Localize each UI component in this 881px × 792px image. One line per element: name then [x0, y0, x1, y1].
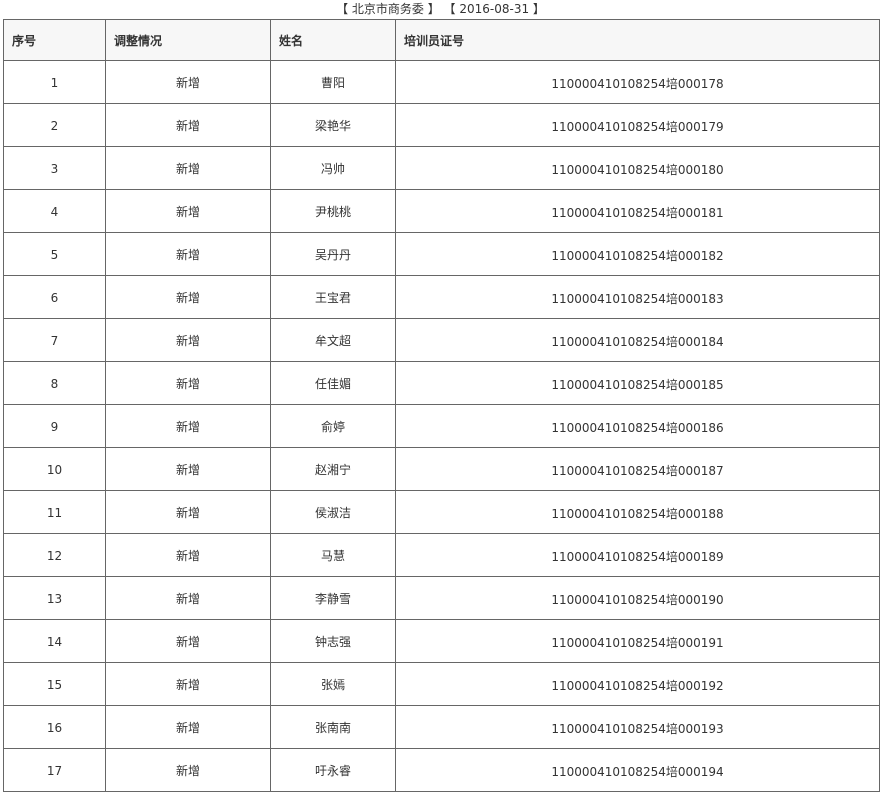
- cert-cell: 110000410108254培000193: [395, 705, 880, 749]
- change-cell: 新增: [105, 361, 271, 405]
- cert-cell: 110000410108254培000181: [395, 189, 880, 233]
- page-header: 【 北京市商务委 】 【 2016-08-31 】: [0, 0, 881, 19]
- name-cell: 尹桃桃: [270, 189, 396, 233]
- table-row: 7 新增 牟文超 110000410108254培000184: [3, 318, 880, 362]
- index-cell: 4: [3, 189, 106, 233]
- table-row: 2 新增 梁艳华 110000410108254培000179: [3, 103, 880, 147]
- cert-cell: 110000410108254培000187: [395, 447, 880, 491]
- change-cell: 新增: [105, 748, 271, 792]
- table-row: 3 新增 冯帅 110000410108254培000180: [3, 146, 880, 190]
- column-header-name: 姓名: [270, 19, 396, 61]
- index-cell: 11: [3, 490, 106, 534]
- cert-cell: 110000410108254培000191: [395, 619, 880, 663]
- cert-cell: 110000410108254培000186: [395, 404, 880, 448]
- cert-cell: 110000410108254培000190: [395, 576, 880, 620]
- cert-cell: 110000410108254培000184: [395, 318, 880, 362]
- cert-cell: 110000410108254培000180: [395, 146, 880, 190]
- index-cell: 13: [3, 576, 106, 620]
- name-cell: 李静雪: [270, 576, 396, 620]
- index-cell: 17: [3, 748, 106, 792]
- column-header-cert: 培训员证号: [395, 19, 880, 61]
- change-cell: 新增: [105, 189, 271, 233]
- cert-cell: 110000410108254培000185: [395, 361, 880, 405]
- name-cell: 侯淑洁: [270, 490, 396, 534]
- name-cell: 王宝君: [270, 275, 396, 319]
- cert-cell: 110000410108254培000192: [395, 662, 880, 706]
- column-header-change: 调整情况: [105, 19, 271, 61]
- change-cell: 新增: [105, 232, 271, 276]
- index-cell: 2: [3, 103, 106, 147]
- change-cell: 新增: [105, 318, 271, 362]
- cert-cell: 110000410108254培000194: [395, 748, 880, 792]
- cert-cell: 110000410108254培000182: [395, 232, 880, 276]
- table-header-row: 序号 调整情况 姓名 培训员证号: [3, 19, 880, 61]
- name-cell: 曹阳: [270, 60, 396, 104]
- name-cell: 赵湘宁: [270, 447, 396, 491]
- change-cell: 新增: [105, 705, 271, 749]
- name-cell: 任佳媚: [270, 361, 396, 405]
- change-cell: 新增: [105, 490, 271, 534]
- index-cell: 10: [3, 447, 106, 491]
- table-row: 5 新增 吴丹丹 110000410108254培000182: [3, 232, 880, 276]
- index-cell: 14: [3, 619, 106, 663]
- index-cell: 5: [3, 232, 106, 276]
- table-row: 8 新增 任佳媚 110000410108254培000185: [3, 361, 880, 405]
- cert-cell: 110000410108254培000183: [395, 275, 880, 319]
- change-cell: 新增: [105, 275, 271, 319]
- table-row: 14 新增 钟志强 110000410108254培000191: [3, 619, 880, 663]
- column-header-index: 序号: [3, 19, 106, 61]
- change-cell: 新增: [105, 146, 271, 190]
- table-row: 1 新增 曹阳 110000410108254培000178: [3, 60, 880, 104]
- name-cell: 俞婷: [270, 404, 396, 448]
- trainer-table: 序号 调整情况 姓名 培训员证号 1 新增 曹阳 110000410108254培00…: [3, 19, 880, 792]
- index-cell: 7: [3, 318, 106, 362]
- table-row: 6 新增 王宝君 110000410108254培000183: [3, 275, 880, 319]
- table-row: 11 新增 侯淑洁 110000410108254培000188: [3, 490, 880, 534]
- index-cell: 15: [3, 662, 106, 706]
- name-cell: 吴丹丹: [270, 232, 396, 276]
- table-row: 13 新增 李静雪 110000410108254培000190: [3, 576, 880, 620]
- name-cell: 吁永睿: [270, 748, 396, 792]
- table-row: 12 新增 马慧 110000410108254培000189: [3, 533, 880, 577]
- org-label: 【 北京市商务委 】: [336, 2, 440, 16]
- name-cell: 张嫣: [270, 662, 396, 706]
- index-cell: 12: [3, 533, 106, 577]
- name-cell: 马慧: [270, 533, 396, 577]
- cert-cell: 110000410108254培000189: [395, 533, 880, 577]
- change-cell: 新增: [105, 103, 271, 147]
- index-cell: 16: [3, 705, 106, 749]
- cert-cell: 110000410108254培000188: [395, 490, 880, 534]
- name-cell: 梁艳华: [270, 103, 396, 147]
- change-cell: 新增: [105, 619, 271, 663]
- change-cell: 新增: [105, 60, 271, 104]
- index-cell: 8: [3, 361, 106, 405]
- change-cell: 新增: [105, 404, 271, 448]
- table-row: 16 新增 张南南 110000410108254培000193: [3, 705, 880, 749]
- change-cell: 新增: [105, 533, 271, 577]
- change-cell: 新增: [105, 447, 271, 491]
- index-cell: 3: [3, 146, 106, 190]
- name-cell: 牟文超: [270, 318, 396, 362]
- name-cell: 钟志强: [270, 619, 396, 663]
- date-label: 【 2016-08-31 】: [443, 2, 545, 16]
- table-row: 17 新增 吁永睿 110000410108254培000194: [3, 748, 880, 792]
- change-cell: 新增: [105, 576, 271, 620]
- cert-cell: 110000410108254培000178: [395, 60, 880, 104]
- table-row: 10 新增 赵湘宁 110000410108254培000187: [3, 447, 880, 491]
- index-cell: 1: [3, 60, 106, 104]
- table-row: 4 新增 尹桃桃 110000410108254培000181: [3, 189, 880, 233]
- table-row: 9 新增 俞婷 110000410108254培000186: [3, 404, 880, 448]
- name-cell: 冯帅: [270, 146, 396, 190]
- index-cell: 6: [3, 275, 106, 319]
- change-cell: 新增: [105, 662, 271, 706]
- name-cell: 张南南: [270, 705, 396, 749]
- cert-cell: 110000410108254培000179: [395, 103, 880, 147]
- index-cell: 9: [3, 404, 106, 448]
- table-row: 15 新增 张嫣 110000410108254培000192: [3, 662, 880, 706]
